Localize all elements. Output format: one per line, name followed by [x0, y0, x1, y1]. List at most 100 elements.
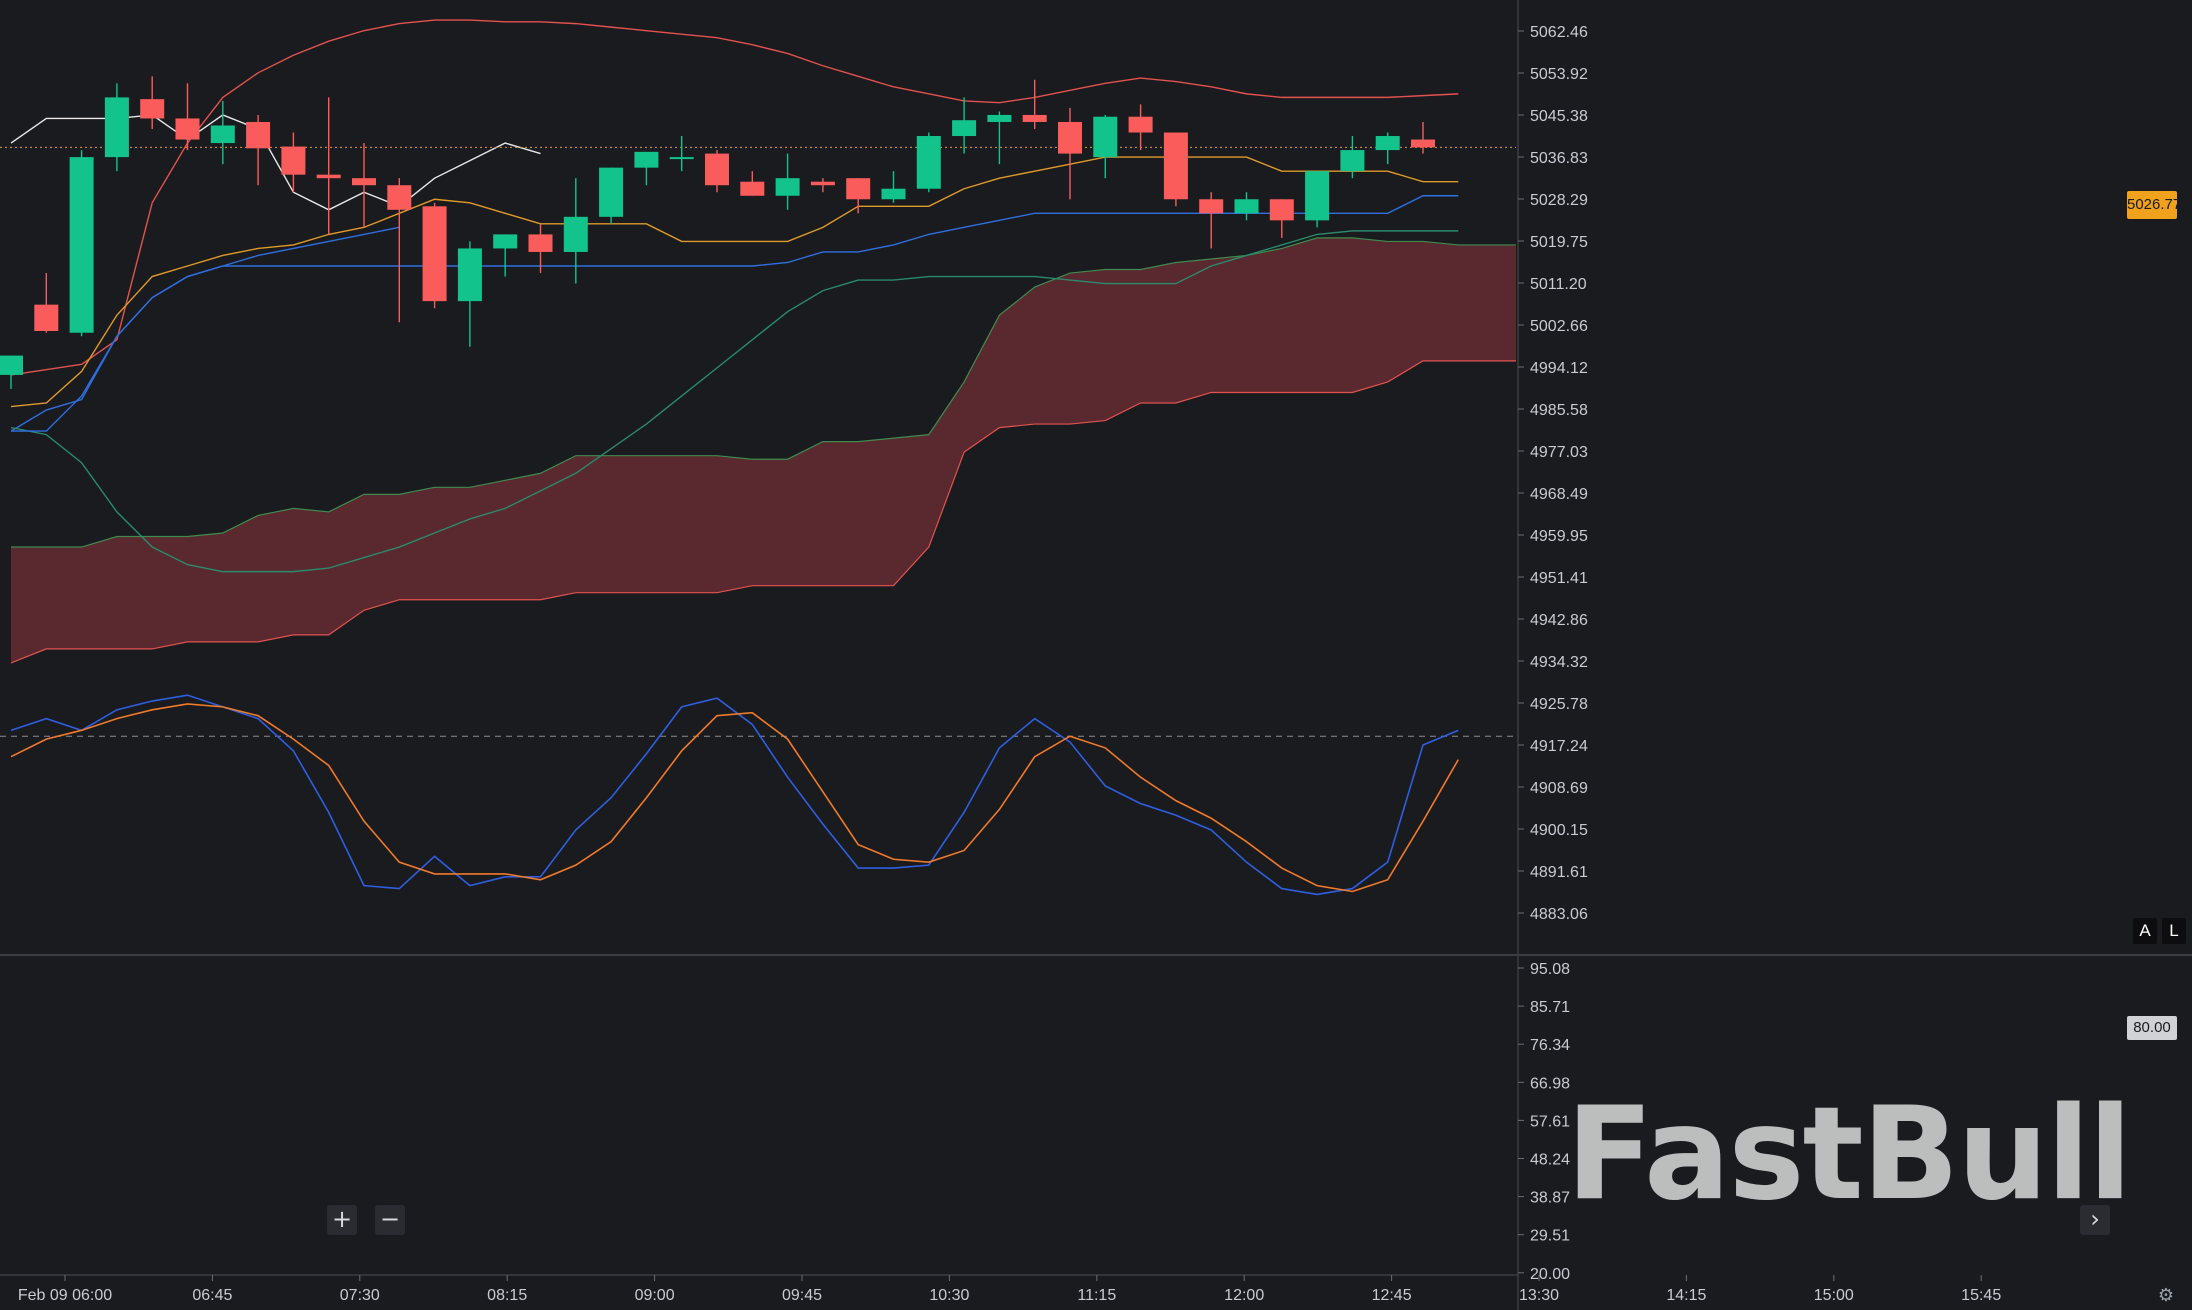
candle-body [528, 234, 553, 252]
candle-body [987, 114, 1012, 122]
candle[interactable] [1022, 79, 1047, 130]
candle[interactable] [634, 151, 659, 186]
candle[interactable] [810, 178, 835, 193]
time-tick-label: 12:00 [1224, 1287, 1264, 1304]
time-tick-label: 10:30 [929, 1287, 969, 1304]
candle[interactable] [69, 150, 94, 337]
price-tick-label: 4891.61 [1530, 864, 1588, 881]
price-tick-label: 4917.24 [1530, 738, 1588, 755]
stoch-tick-label: 66.98 [1530, 1075, 1570, 1092]
candle-body [1093, 116, 1118, 158]
scroll-right-button[interactable]: › [2080, 1205, 2110, 1235]
candle-body [493, 234, 518, 249]
candle[interactable] [1128, 104, 1153, 151]
candle[interactable] [599, 167, 624, 224]
candle[interactable] [775, 153, 800, 210]
candle[interactable] [1375, 132, 1400, 165]
candle[interactable] [1163, 132, 1188, 207]
candle-body [352, 178, 376, 186]
time-tick-label: 06:45 [192, 1287, 232, 1304]
stochastic-level-label: 80.00 [2127, 1016, 2177, 1040]
candle-body [775, 178, 800, 196]
candle[interactable] [881, 171, 906, 203]
candle[interactable] [175, 83, 200, 151]
line-kijun [10, 156, 1459, 408]
candle[interactable] [1058, 107, 1082, 200]
stoch-tick-label: 57.61 [1530, 1113, 1570, 1130]
candle-body [69, 157, 94, 333]
candle-body [810, 181, 835, 186]
candle-body [246, 121, 271, 149]
candle[interactable] [0, 355, 23, 389]
candle[interactable] [246, 114, 271, 186]
candle[interactable] [705, 150, 729, 193]
candle[interactable] [916, 132, 941, 193]
gear-icon[interactable]: ⚙ [2157, 1285, 2175, 1305]
time-tick-label: 09:00 [635, 1287, 675, 1304]
stoch-tick-label: 38.87 [1530, 1190, 1570, 1207]
candle[interactable] [1411, 121, 1435, 154]
time-tick-label: 12:45 [1372, 1287, 1412, 1304]
price-tick-label: 4959.95 [1530, 528, 1588, 545]
candle[interactable] [281, 132, 306, 193]
candle-body [563, 216, 588, 252]
candle[interactable] [34, 273, 59, 333]
candle-body [1411, 139, 1435, 148]
candle-body [1234, 199, 1259, 214]
candle[interactable] [316, 97, 341, 235]
candle[interactable] [563, 178, 588, 284]
candle[interactable] [493, 234, 518, 277]
candle-body [457, 248, 482, 302]
candle[interactable] [987, 111, 1012, 165]
candle[interactable] [140, 76, 165, 130]
candle-body [846, 178, 871, 200]
candle[interactable] [528, 223, 553, 274]
stoch-tick-label: 76.34 [1530, 1037, 1570, 1054]
zoom-in-button[interactable]: + [327, 1205, 357, 1235]
time-tick-label: 09:45 [782, 1287, 822, 1304]
candle[interactable] [952, 97, 977, 154]
stoch-tick-label: 29.51 [1530, 1228, 1570, 1245]
candle[interactable] [104, 83, 129, 172]
candle[interactable] [740, 171, 765, 196]
candle-body [740, 181, 765, 196]
candle[interactable] [1269, 199, 1294, 238]
price-tick-label: 4942.86 [1530, 612, 1588, 629]
stoch-tick-label: 85.71 [1530, 999, 1570, 1016]
candle[interactable] [1093, 114, 1118, 179]
zoom-out-button[interactable]: − [375, 1205, 405, 1235]
time-tick-label: 08:15 [487, 1287, 527, 1304]
price-tick-label: 5036.83 [1530, 150, 1588, 167]
time-tick-label: 14:15 [1666, 1287, 1706, 1304]
candle[interactable] [669, 136, 694, 172]
time-tick-label: 15:00 [1814, 1287, 1854, 1304]
log-scale-button[interactable]: L [2162, 918, 2186, 944]
candle[interactable] [387, 178, 412, 323]
candle[interactable] [1199, 192, 1224, 249]
current-price-label: 5026.77 [2127, 191, 2181, 219]
candle[interactable] [1234, 192, 1259, 221]
time-tick-label: 15:45 [1961, 1287, 2001, 1304]
candle[interactable] [422, 202, 447, 309]
cloud-lower-edge [10, 360, 1516, 664]
candle[interactable] [457, 241, 482, 347]
candle-body [316, 174, 341, 179]
line-senkou_a [10, 230, 1459, 573]
stoch-tick-label: 20.00 [1530, 1266, 1570, 1283]
candle[interactable] [1305, 171, 1330, 228]
price-tick-label: 4925.78 [1530, 696, 1588, 713]
candle[interactable] [846, 178, 871, 214]
candle-body [210, 125, 235, 144]
auto-scale-button[interactable]: A [2133, 918, 2157, 944]
time-tick-label: Feb 09 06:00 [18, 1287, 112, 1304]
candle-body [1058, 121, 1082, 154]
stochastic-k-line [10, 694, 1459, 896]
stoch-tick-label: 95.08 [1530, 961, 1570, 978]
candle[interactable] [210, 100, 235, 165]
candle[interactable] [352, 143, 376, 228]
candle-body [1305, 171, 1330, 221]
candle[interactable] [1340, 136, 1365, 179]
